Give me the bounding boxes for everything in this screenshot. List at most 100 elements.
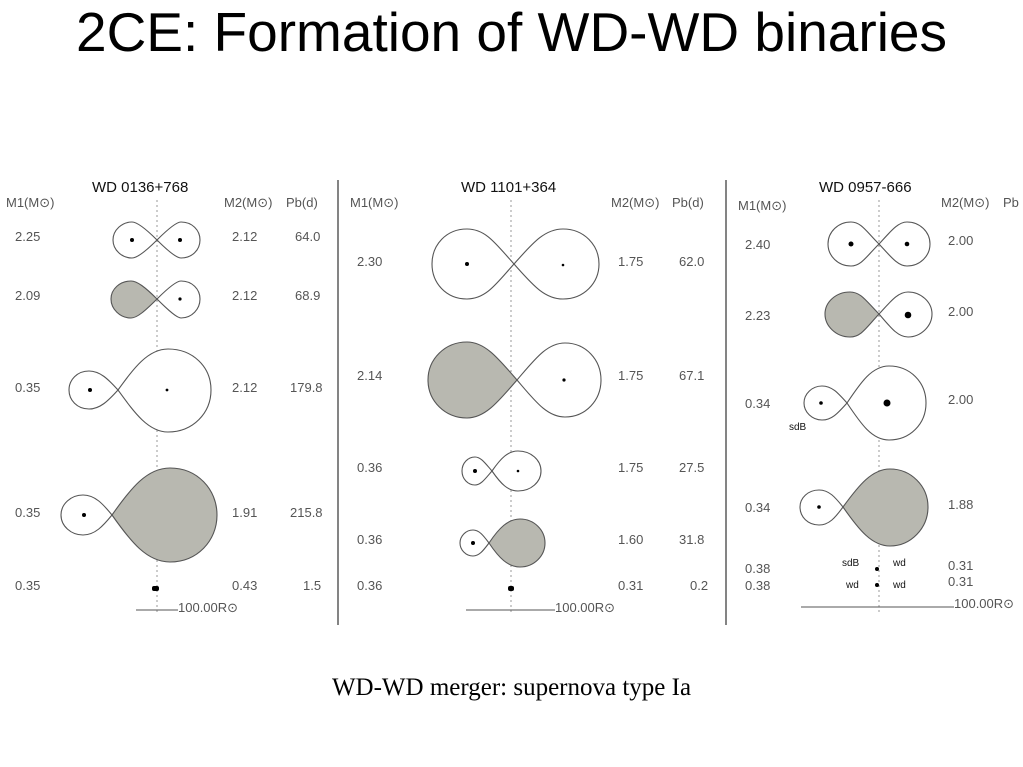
star-primary <box>819 401 823 405</box>
pb-header: Pb <box>1003 195 1019 210</box>
m2-value: 2.12 <box>232 288 257 303</box>
pb-value: 67.1 <box>679 368 704 383</box>
pb-value: 68.9 <box>295 288 320 303</box>
roche-lobe-primary-filled <box>427 341 518 419</box>
star1-type-label: wd <box>845 580 859 591</box>
star-secondary <box>904 311 912 319</box>
m1-value: 0.36 <box>357 532 382 547</box>
roche-lobe-secondary-filled <box>842 468 929 547</box>
m1-value: 2.09 <box>15 288 40 303</box>
star-pair <box>875 567 879 571</box>
roche-lobe-primary <box>112 221 158 259</box>
slide-title: 2CE: Formation of WD-WD binaries <box>75 1 948 63</box>
m2-value: 1.75 <box>618 460 643 475</box>
m1-header: M1(M⊙) <box>350 195 398 210</box>
star-secondary <box>904 241 910 247</box>
roche-lobe-primary <box>68 370 119 410</box>
m2-header: M2(M⊙) <box>224 195 272 210</box>
m1-value: 0.35 <box>15 578 40 593</box>
m1-value: 0.38 <box>745 578 770 593</box>
m1-value: 2.23 <box>745 308 770 323</box>
m2-value: 0.31 <box>618 578 643 593</box>
m1-header: M1(M⊙) <box>6 195 54 210</box>
m2-header: M2(M⊙) <box>941 195 989 210</box>
m2-value: 2.12 <box>232 380 257 395</box>
roche-lobe-primary <box>60 494 113 536</box>
roche-lobe-secondary <box>516 342 602 418</box>
m2-value: 0.43 <box>232 578 257 593</box>
panel-title: WD 0957-666 <box>819 179 912 196</box>
merged-binary <box>508 586 514 591</box>
m2-value: 2.00 <box>948 233 973 248</box>
roche-lobe-primary-filled <box>824 291 880 338</box>
star-secondary <box>165 388 169 392</box>
roche-lobe-secondary <box>878 221 931 267</box>
roche-lobe-secondary-filled <box>111 467 218 563</box>
m2-value: 1.75 <box>618 368 643 383</box>
star2-type-label: wd <box>892 580 906 591</box>
m1-value: 0.36 <box>357 578 382 593</box>
star-primary <box>130 238 134 242</box>
m1-header: M1(M⊙) <box>738 198 786 213</box>
star-type-label: sdB <box>789 422 807 433</box>
m2-value: 1.88 <box>948 497 973 512</box>
star-secondary <box>883 399 891 407</box>
m2-value: 0.31 <box>948 574 973 589</box>
scale-label: 100.00R⊙ <box>954 596 1014 611</box>
roche-lobe-primary <box>803 385 848 421</box>
m1-value: 2.30 <box>357 254 382 269</box>
m1-value: 0.34 <box>745 500 770 515</box>
roche-lobe-primary <box>431 228 515 300</box>
star-pair <box>875 583 879 587</box>
star-primary <box>471 541 475 545</box>
m1-value: 0.36 <box>357 460 382 475</box>
star-secondary <box>562 378 566 382</box>
m2-header: M2(M⊙) <box>611 195 659 210</box>
m2-value: 1.60 <box>618 532 643 547</box>
m1-value: 0.35 <box>15 505 40 520</box>
star-secondary <box>178 297 182 301</box>
pb-header: Pb(d) <box>672 195 704 210</box>
pb-value: 62.0 <box>679 254 704 269</box>
m1-value: 2.40 <box>745 237 770 252</box>
m2-value: 2.00 <box>948 304 973 319</box>
roche-lobe-primary <box>799 489 844 526</box>
roche-lobe-secondary-filled <box>488 518 546 568</box>
pb-value: 215.8 <box>290 505 323 520</box>
m2-value: 2.00 <box>948 392 973 407</box>
pb-header: Pb(d) <box>286 195 318 210</box>
star1-type-label: sdB <box>842 558 860 569</box>
roche-lobe-secondary <box>513 228 600 300</box>
m1-value: 2.25 <box>15 229 40 244</box>
star-secondary <box>178 238 182 242</box>
star-primary <box>88 388 92 392</box>
slide-caption: WD-WD merger: supernova type Ia <box>331 674 692 701</box>
star-primary <box>817 505 821 509</box>
pb-value: 179.8 <box>290 380 323 395</box>
roche-lobe-secondary <box>491 450 542 492</box>
pb-value: 31.8 <box>679 532 704 547</box>
m2-value: 1.91 <box>232 505 257 520</box>
binary-evolution-diagram: .lobe { stroke: #555; stroke-width: 1.1;… <box>6 179 1019 625</box>
m1-value: 0.35 <box>15 380 40 395</box>
scale-label: 100.00R⊙ <box>555 600 615 615</box>
m2-value: 2.12 <box>232 229 257 244</box>
pb-value: 64.0 <box>295 229 320 244</box>
star-primary <box>473 469 477 473</box>
pb-value: 0.2 <box>690 578 708 593</box>
panel-title: WD 0136+768 <box>92 179 188 196</box>
scale-label: 100.00R⊙ <box>178 600 238 615</box>
pb-value: 1.5 <box>303 578 321 593</box>
pb-value: 27.5 <box>679 460 704 475</box>
m2-value: 1.75 <box>618 254 643 269</box>
m1-value: 0.34 <box>745 396 770 411</box>
merged-binary <box>152 586 159 591</box>
panel-wd-1101-364: WD 1101+364 M1(M⊙) M2(M⊙) Pb(d) 2.30 1.7… <box>350 179 708 615</box>
star-secondary <box>516 469 520 473</box>
panel-title: WD 1101+364 <box>461 179 556 196</box>
panel-wd-0957-666: WD 0957-666 M1(M⊙) M2(M⊙) Pb 2.40 2.00 2… <box>738 179 1019 611</box>
roche-lobe-secondary <box>117 348 212 433</box>
star-primary <box>465 262 469 266</box>
m1-value: 0.38 <box>745 561 770 576</box>
roche-lobe-primary-filled <box>110 280 158 319</box>
